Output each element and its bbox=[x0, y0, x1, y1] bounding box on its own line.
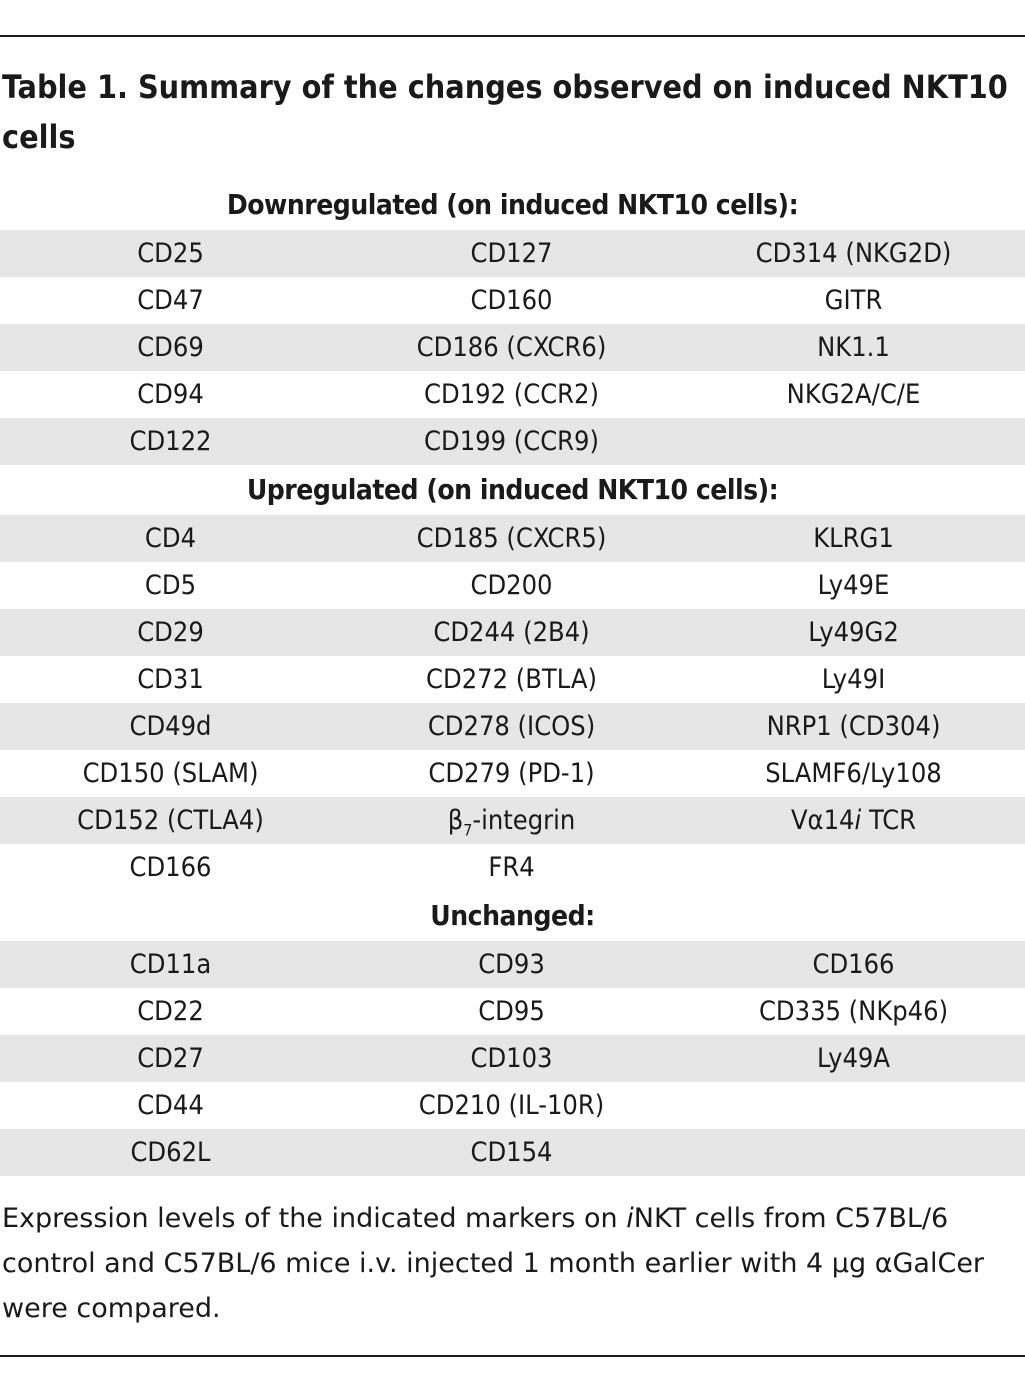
table-cell: CD314 (NKG2D) bbox=[755, 238, 952, 269]
table-row: CD5 CD200 Ly49E bbox=[0, 562, 1025, 609]
table-cell: CD272 (BTLA) bbox=[426, 664, 597, 695]
section-heading: Upregulated (on induced NKT10 cells): bbox=[246, 473, 779, 506]
table-cell: CD210 (IL-10R) bbox=[418, 1090, 605, 1121]
table-cell: KLRG1 bbox=[813, 523, 894, 554]
table-cell: CD154 bbox=[470, 1137, 553, 1168]
table-row: CD11a CD93 CD166 bbox=[0, 941, 1025, 988]
table-row: CD62L CD154 bbox=[0, 1129, 1025, 1176]
table-cell: CD200 bbox=[470, 570, 553, 601]
table-cell: CD69 bbox=[137, 332, 204, 363]
table-cell: CD93 bbox=[478, 949, 545, 980]
table-cell: NKG2A/C/E bbox=[786, 379, 921, 410]
table-cell: CD278 (ICOS) bbox=[427, 711, 596, 742]
marker-table: Downregulated (on induced NKT10 cells): C… bbox=[0, 180, 1025, 1176]
table-row: CD94 CD192 (CCR2) NKG2A/C/E bbox=[0, 371, 1025, 418]
table-cell: NRP1 (CD304) bbox=[766, 711, 941, 742]
table-cell: CD186 (CXCR6) bbox=[416, 332, 607, 363]
table-cell: CD166 bbox=[129, 852, 212, 883]
table-cell: CD122 bbox=[129, 426, 212, 457]
table-cell bbox=[682, 418, 1025, 465]
table-title: Table 1. Summary of the changes observed… bbox=[2, 68, 1008, 156]
table-cell: CD47 bbox=[137, 285, 204, 316]
table-cell: CD5 bbox=[144, 570, 197, 601]
table-cell: CD244 (2B4) bbox=[433, 617, 590, 648]
table-cell: CD192 (CCR2) bbox=[424, 379, 599, 410]
table-row: CD69 CD186 (CXCR6) NK1.1 bbox=[0, 324, 1025, 371]
table-row: CD44 CD210 (IL-10R) bbox=[0, 1082, 1025, 1129]
table-cell: CD49d bbox=[129, 711, 212, 742]
table-cell: CD44 bbox=[137, 1090, 204, 1121]
table-cell: CD27 bbox=[137, 1043, 204, 1074]
table-cell: CD199 (CCR9) bbox=[424, 426, 599, 457]
table-cell: CD11a bbox=[129, 949, 212, 980]
table-cell: FR4 bbox=[488, 852, 535, 883]
table-cell bbox=[682, 844, 1025, 891]
table-row: CD22 CD95 CD335 (NKp46) bbox=[0, 988, 1025, 1035]
table-cell: GITR bbox=[824, 285, 883, 316]
table-cell: CD4 bbox=[144, 523, 197, 554]
table-row: CD29 CD244 (2B4) Ly49G2 bbox=[0, 609, 1025, 656]
table-cell: CD103 bbox=[470, 1043, 553, 1074]
table-cell: Ly49G2 bbox=[808, 617, 899, 648]
table-cell: CD160 bbox=[470, 285, 553, 316]
section-heading: Downregulated (on induced NKT10 cells): bbox=[226, 188, 799, 221]
table-cell: SLAMF6/Ly108 bbox=[765, 758, 942, 789]
table-cell: Ly49A bbox=[817, 1043, 890, 1074]
table-cell: Vα14i TCR bbox=[790, 805, 917, 836]
table-cell: NK1.1 bbox=[817, 332, 890, 363]
table-cell: CD31 bbox=[137, 664, 204, 695]
table-cell: CD22 bbox=[137, 996, 204, 1027]
table-cell: CD62L bbox=[130, 1137, 211, 1168]
table-cell: CD29 bbox=[137, 617, 204, 648]
table-row: CD4 CD185 (CXCR5) KLRG1 bbox=[0, 515, 1025, 562]
table-cell: CD127 bbox=[470, 238, 553, 269]
top-rule bbox=[0, 35, 1025, 37]
table-cell: CD279 (PD-1) bbox=[428, 758, 595, 789]
table-row: CD150 (SLAM) CD279 (PD-1) SLAMF6/Ly108 bbox=[0, 750, 1025, 797]
table-row: CD49d CD278 (ICOS) NRP1 (CD304) bbox=[0, 703, 1025, 750]
table-row: CD122 CD199 (CCR9) bbox=[0, 418, 1025, 465]
table-row: CD152 (CTLA4) β7-integrin Vα14i TCR bbox=[0, 797, 1025, 844]
table-row: CD47 CD160 GITR bbox=[0, 277, 1025, 324]
table-cell: CD25 bbox=[137, 238, 204, 269]
table-row: CD166 FR4 bbox=[0, 844, 1025, 891]
table-row: CD27 CD103 Ly49A bbox=[0, 1035, 1025, 1082]
table-cell bbox=[682, 1082, 1025, 1129]
table-cell bbox=[682, 1129, 1025, 1176]
table-cell: CD335 (NKp46) bbox=[758, 996, 949, 1027]
table-caption: Expression levels of the indicated marke… bbox=[2, 1203, 985, 1324]
table-cell: CD185 (CXCR5) bbox=[416, 523, 607, 554]
table-cell: β7-integrin bbox=[447, 805, 576, 840]
table-cell: CD150 (SLAM) bbox=[82, 758, 259, 789]
table-cell: CD95 bbox=[478, 996, 545, 1027]
table-row: CD25 CD127 CD314 (NKG2D) bbox=[0, 230, 1025, 277]
table-cell: CD166 bbox=[812, 949, 895, 980]
bottom-rule bbox=[0, 1355, 1025, 1357]
table-cell: CD94 bbox=[137, 379, 204, 410]
table-cell: Ly49E bbox=[817, 570, 890, 601]
section-heading: Unchanged: bbox=[430, 899, 595, 932]
table-cell: CD152 (CTLA4) bbox=[77, 805, 264, 836]
table-cell: Ly49I bbox=[821, 664, 886, 695]
table-row: CD31 CD272 (BTLA) Ly49I bbox=[0, 656, 1025, 703]
